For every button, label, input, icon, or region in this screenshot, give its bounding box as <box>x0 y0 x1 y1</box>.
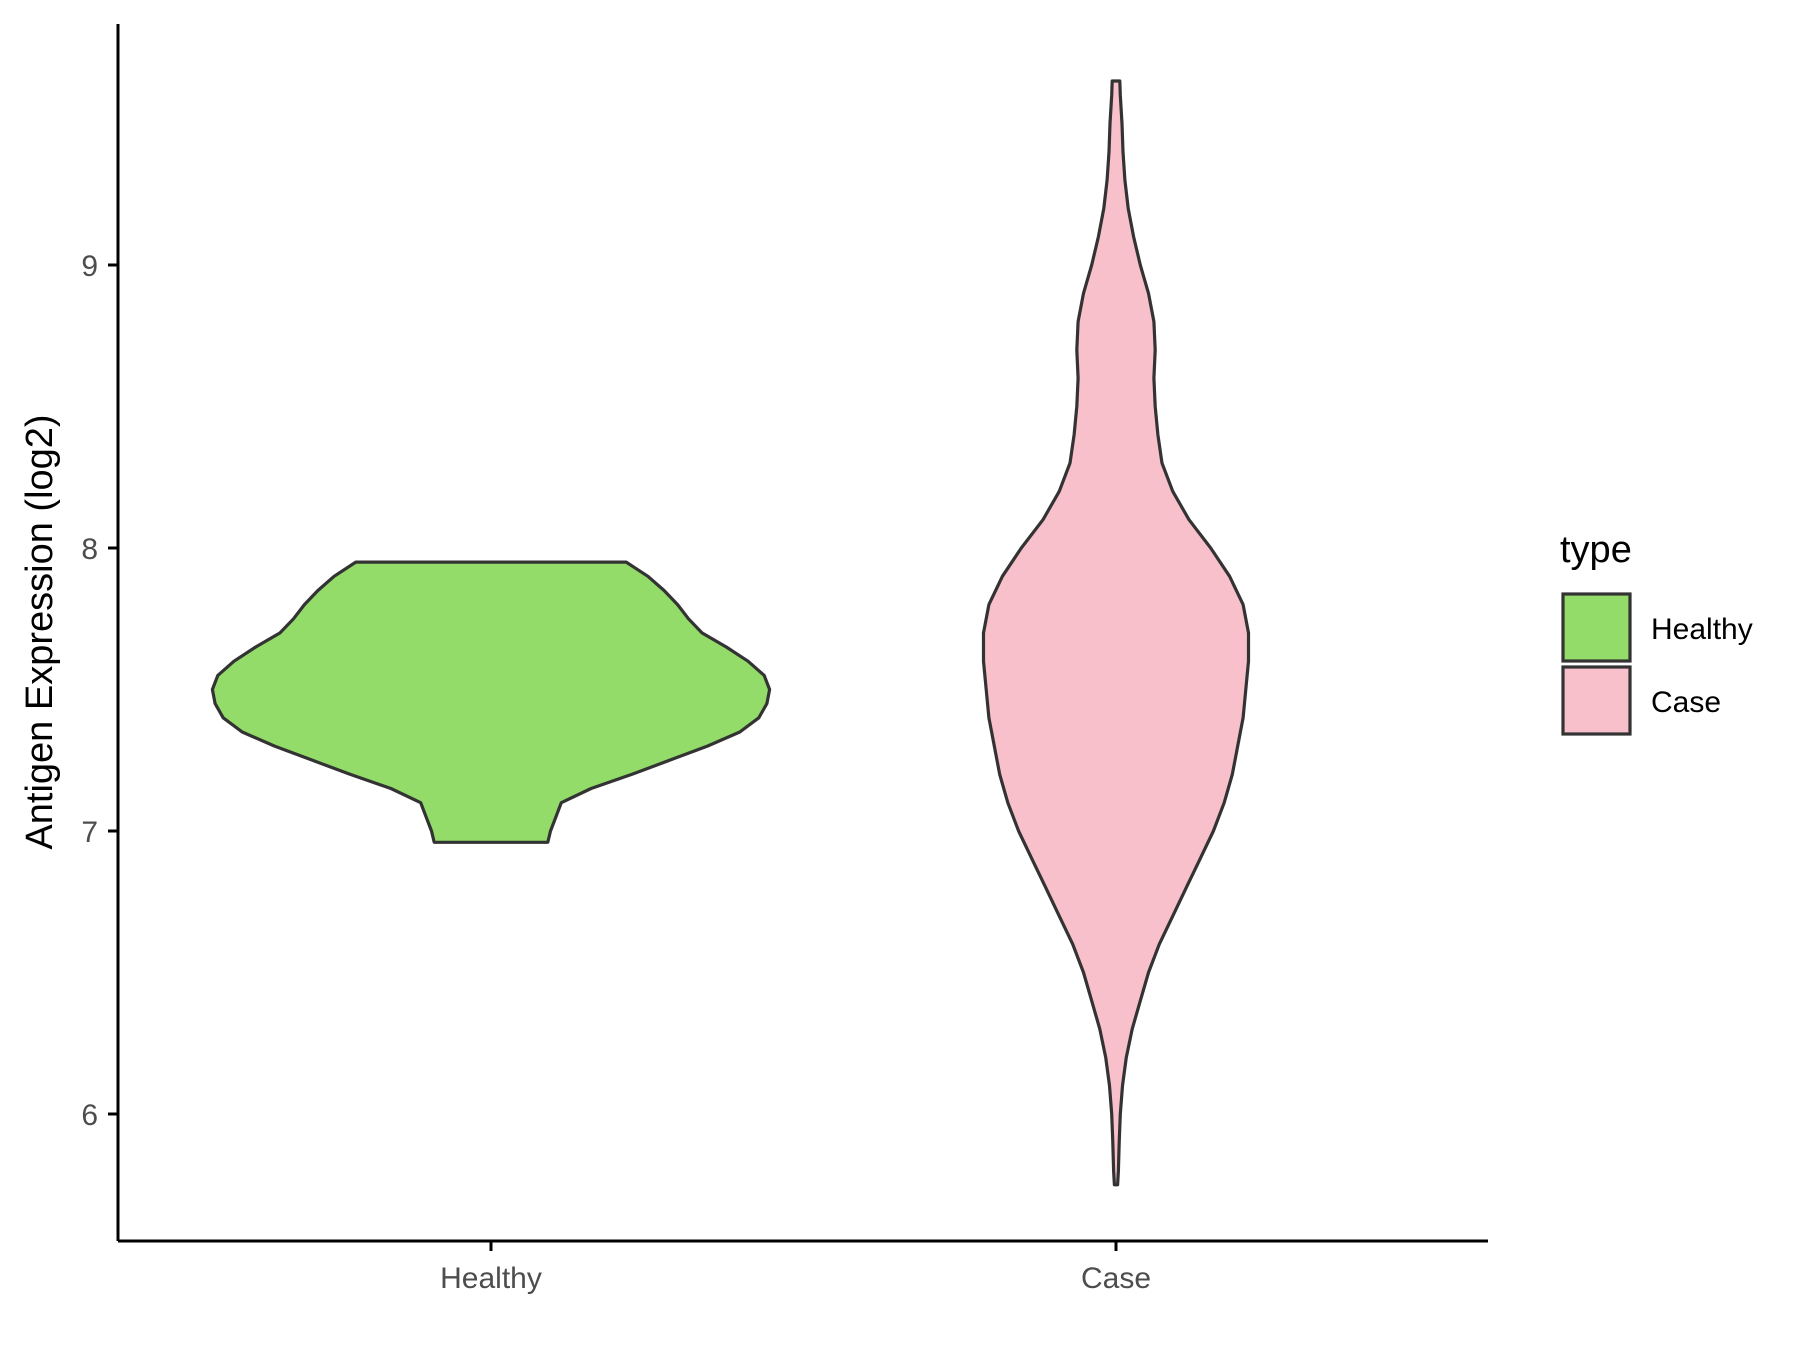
legend-swatch-healthy <box>1561 592 1632 663</box>
violin-case <box>981 79 1251 1187</box>
violin-healthy <box>210 560 772 844</box>
legend-label-healthy: Healthy <box>1651 613 1753 646</box>
legend-swatch-case <box>1561 665 1632 736</box>
legend-label-case: Case <box>1651 686 1721 719</box>
y-tick-label: 9 <box>81 250 98 283</box>
y-axis-title: Antigen Expression (log2) <box>19 414 61 849</box>
y-tick-label: 7 <box>81 816 98 849</box>
legend: type Healthy Case <box>1560 529 1753 736</box>
x-tick-label: Case <box>1081 1262 1151 1295</box>
x-tick-label: Healthy <box>440 1262 542 1295</box>
y-tick-label: 6 <box>81 1099 98 1132</box>
violins-layer <box>210 79 1251 1187</box>
legend-title: type <box>1560 529 1632 571</box>
x-ticks: Healthy Case <box>440 1241 1151 1295</box>
y-ticks: 6 7 8 9 <box>81 250 118 1132</box>
y-tick-label: 8 <box>81 533 98 566</box>
